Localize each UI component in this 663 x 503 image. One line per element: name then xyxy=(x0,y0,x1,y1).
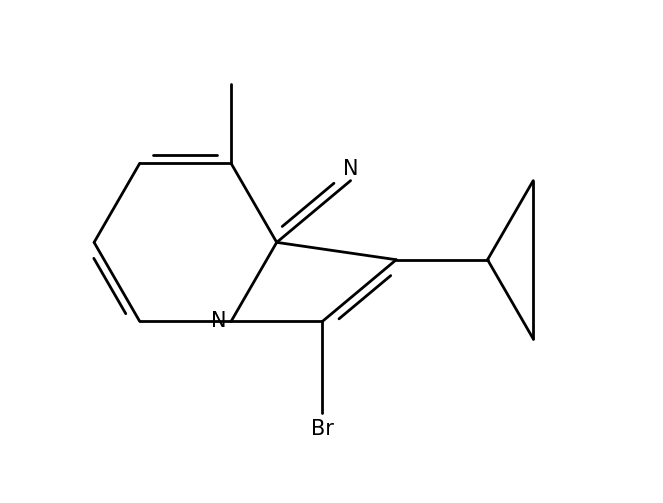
Text: Br: Br xyxy=(311,419,333,439)
Text: N: N xyxy=(211,311,227,331)
Text: N: N xyxy=(343,159,358,179)
